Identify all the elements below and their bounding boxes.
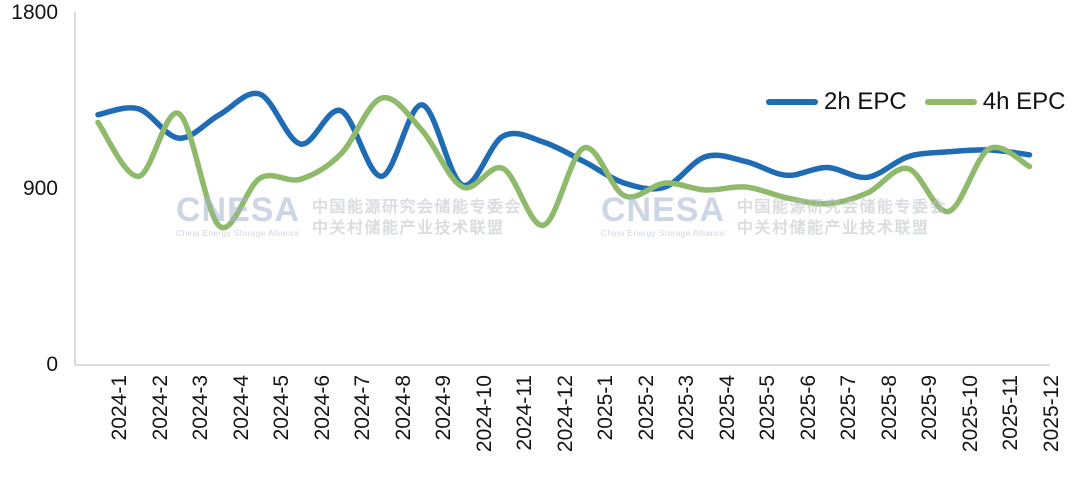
x-tick-label: 2025-5 [756,375,779,441]
legend-line-swatch-icon [766,99,818,105]
series-line-4h-epc [95,95,1033,231]
x-tick-label: 2024-1 [108,375,131,441]
x-tick-label: 2025-10 [958,375,982,453]
x-tick-label: 2025-4 [715,375,739,441]
x-tick-label: 2025-2 [634,375,658,441]
x-tick-label: 2024-10 [472,375,496,453]
x-tick-label: 2025-9 [918,375,941,441]
x-tick-label: 2024-11 [513,375,536,451]
x-tick-label: 2025-1 [594,375,617,441]
y-tick-label: 900 [22,177,58,200]
x-tick-label: 2024-5 [270,375,293,441]
y-tick-label: 1800 [11,1,58,24]
legend-item-4h-epc: 4h EPC [924,88,1066,116]
x-tick-label: 2024-7 [351,375,374,441]
legend-line-swatch-icon [924,99,977,105]
x-tick-label: 2024-9 [432,375,455,441]
x-tick-label: 2025-12 [1039,375,1063,453]
x-tick-label: 2025-3 [675,375,698,441]
x-tick-label: 2024-12 [553,375,577,453]
chart-legend: 2h EPC 4h EPC [766,88,1065,116]
series-line-2h-epc [95,90,1033,192]
y-tick-label: 0 [46,353,58,376]
x-tick-label: 2024-8 [391,375,415,441]
legend-item-2h-epc: 2h EPC [766,88,907,116]
x-tick-label: 2025-7 [837,375,860,441]
legend-label: 2h EPC [824,88,907,115]
x-tick-label: 2024-6 [310,375,334,441]
x-tick-label: 2024-3 [189,375,212,441]
x-tick-label: 2025-6 [796,375,820,441]
x-tick-label: 2025-8 [877,375,901,441]
x-tick-label: 2024-4 [229,375,253,441]
x-tick-label: 2025-11 [999,375,1022,451]
x-tick-label: 2024-2 [148,375,172,441]
legend-label: 4h EPC [982,88,1066,115]
